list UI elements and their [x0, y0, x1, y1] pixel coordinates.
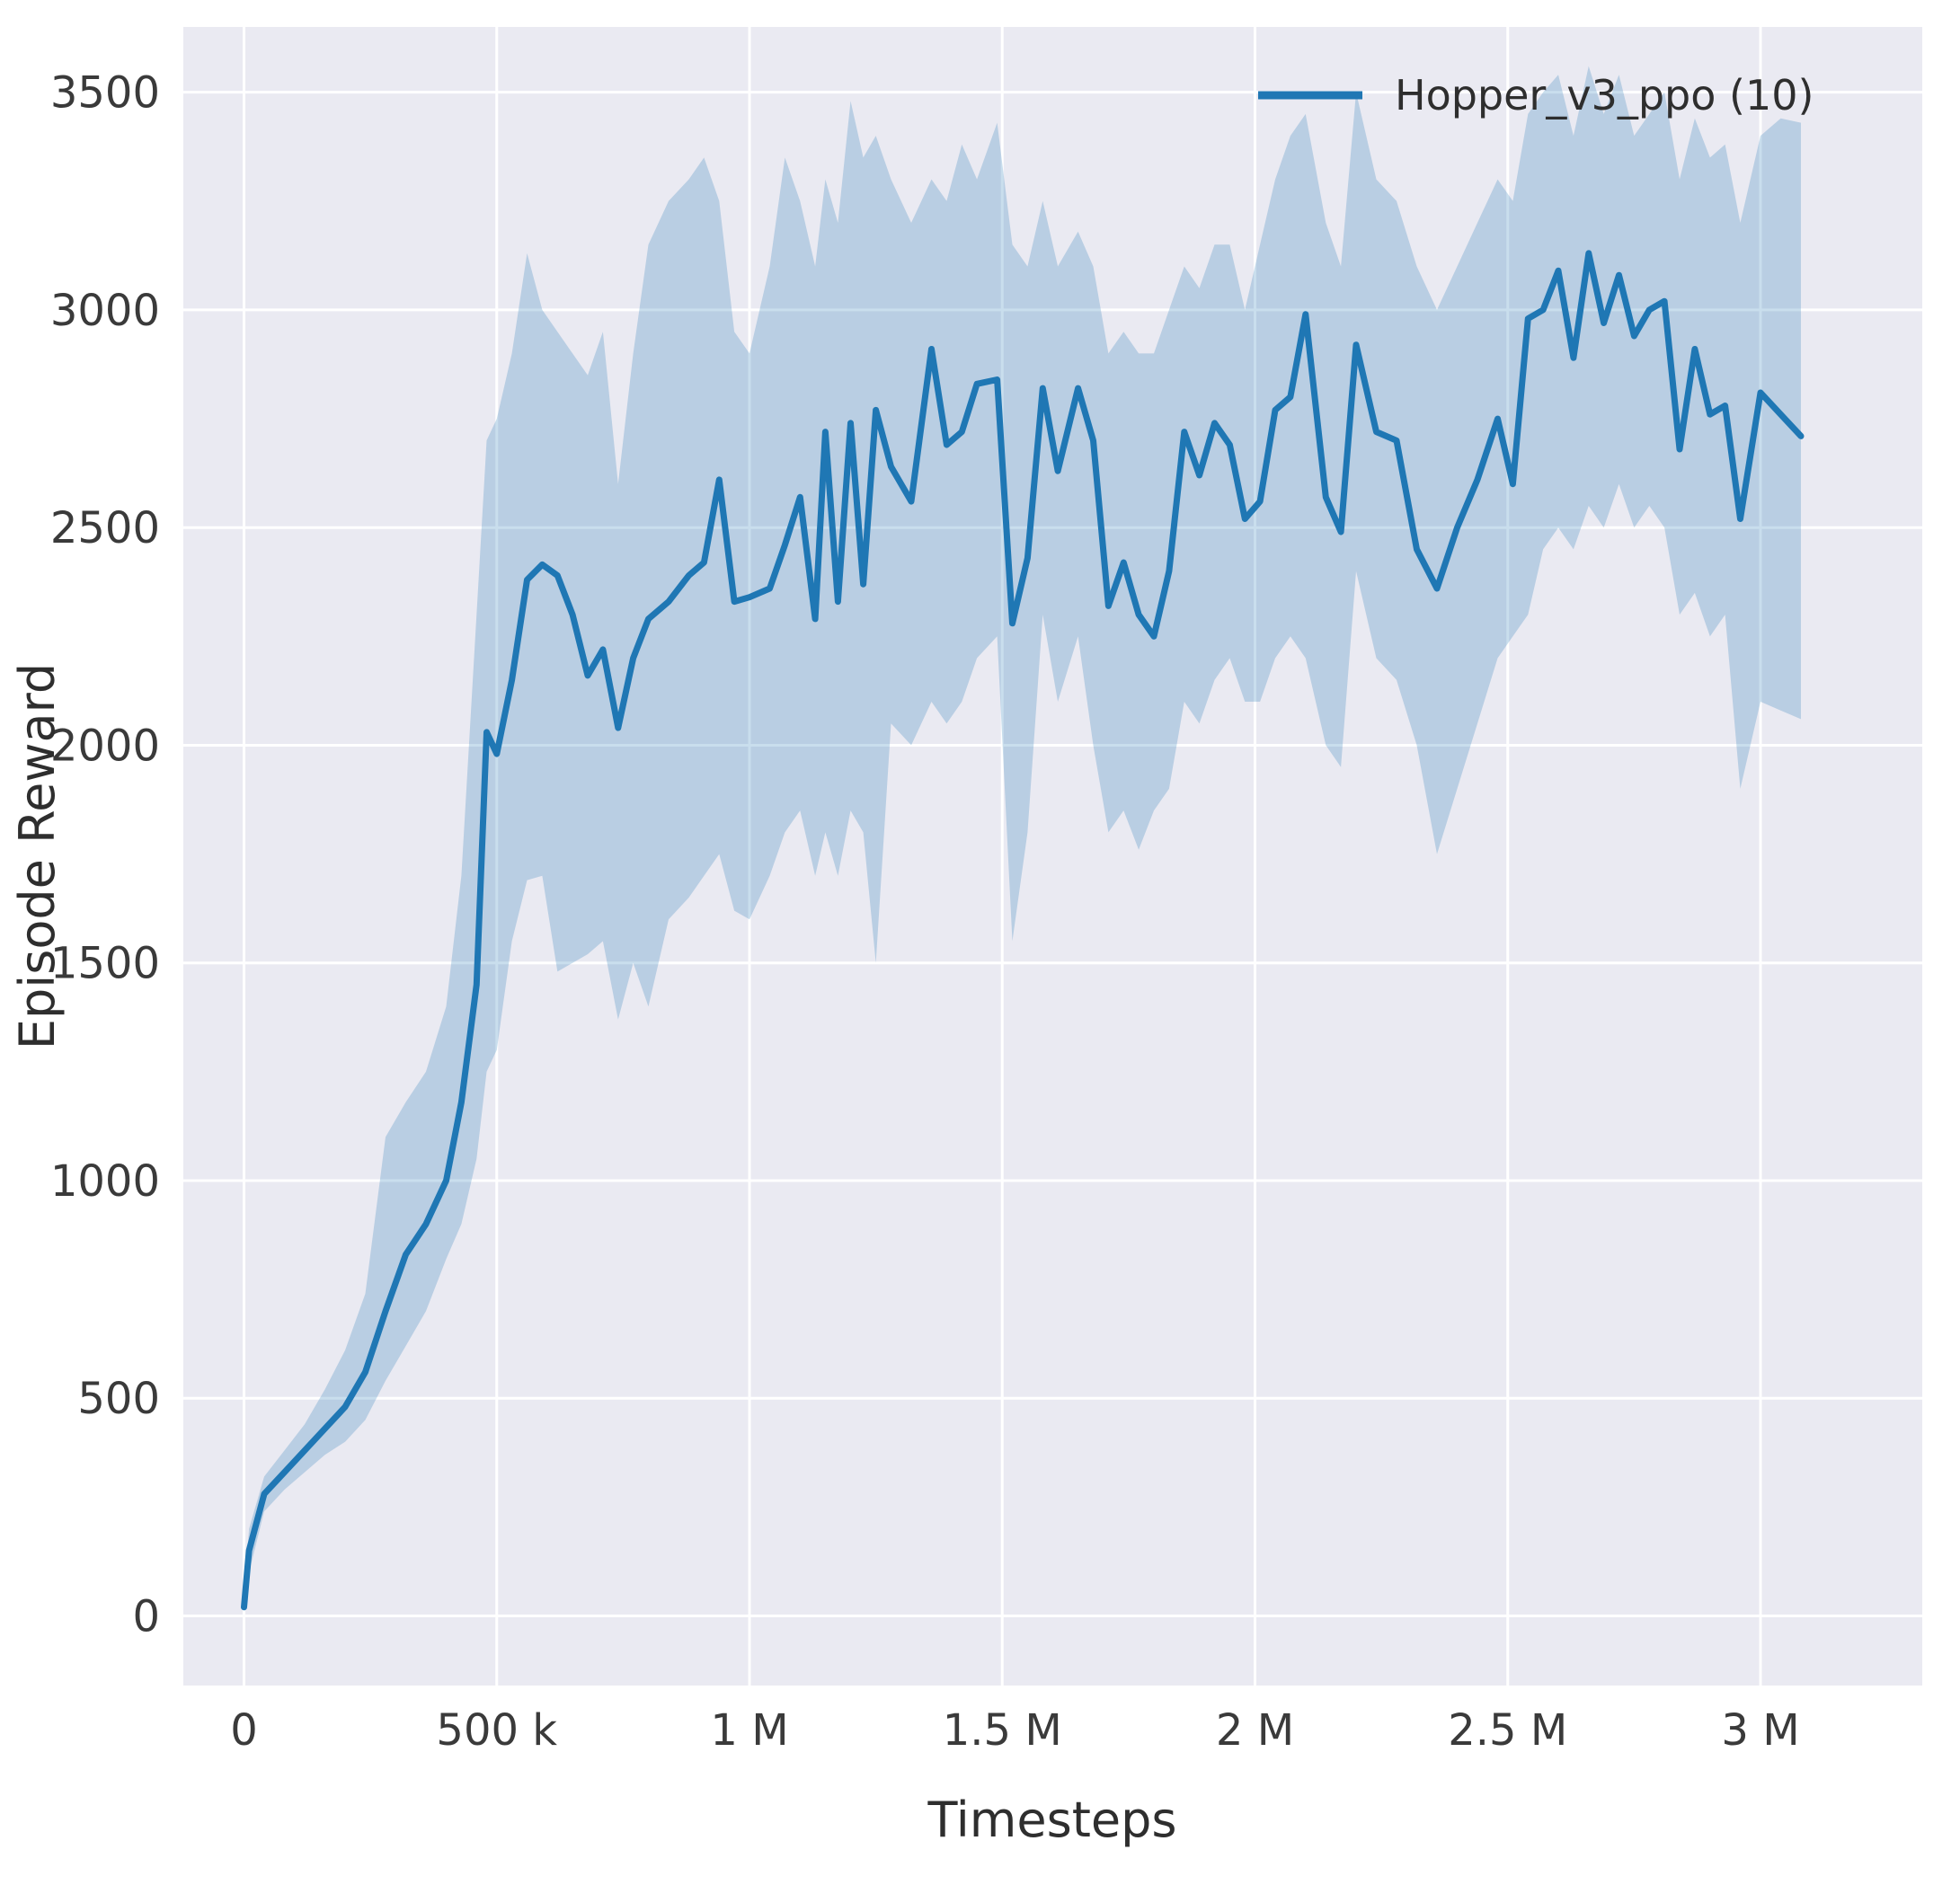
x-tick-label: 1.5 M: [943, 1705, 1062, 1756]
y-tick-label: 500: [77, 1374, 160, 1424]
legend: Hopper_v3_ppo (10): [1258, 71, 1814, 119]
confidence-band: [244, 66, 1801, 1612]
x-tick-label: 2.5 M: [1448, 1705, 1567, 1756]
confidence-band-fill: [244, 66, 1801, 1612]
x-axis-label: Timesteps: [927, 1792, 1176, 1848]
y-tick-label: 3500: [50, 68, 160, 119]
y-tick-label: 2000: [50, 721, 160, 771]
mean-reward-line: [241, 250, 1805, 1611]
gridlines: [183, 27, 1922, 1686]
y-tick-labels: 0 500 1000 1500 2000 2500 3000 3500: [50, 68, 160, 1642]
x-tick-label: 500 k: [436, 1705, 557, 1756]
y-tick-label: 1000: [50, 1156, 160, 1207]
y-tick-label: 1500: [50, 939, 160, 989]
legend-label: Hopper_v3_ppo (10): [1395, 71, 1814, 119]
y-tick-label: 2500: [50, 503, 160, 553]
x-tick-label: 2 M: [1216, 1705, 1294, 1756]
x-tick-label: 0: [230, 1705, 258, 1756]
x-tick-label: 1 M: [710, 1705, 788, 1756]
x-tick-label: 3 M: [1721, 1705, 1799, 1756]
x-tick-labels: 0 500 k 1 M 1.5 M 2 M 2.5 M 3 M: [230, 1705, 1799, 1756]
plot-area: [183, 27, 1922, 1686]
y-tick-label: 3000: [50, 286, 160, 336]
mean-line-path: [241, 250, 1805, 1611]
y-axis-label: Episode Reward: [9, 663, 66, 1049]
y-tick-label: 0: [132, 1591, 160, 1642]
